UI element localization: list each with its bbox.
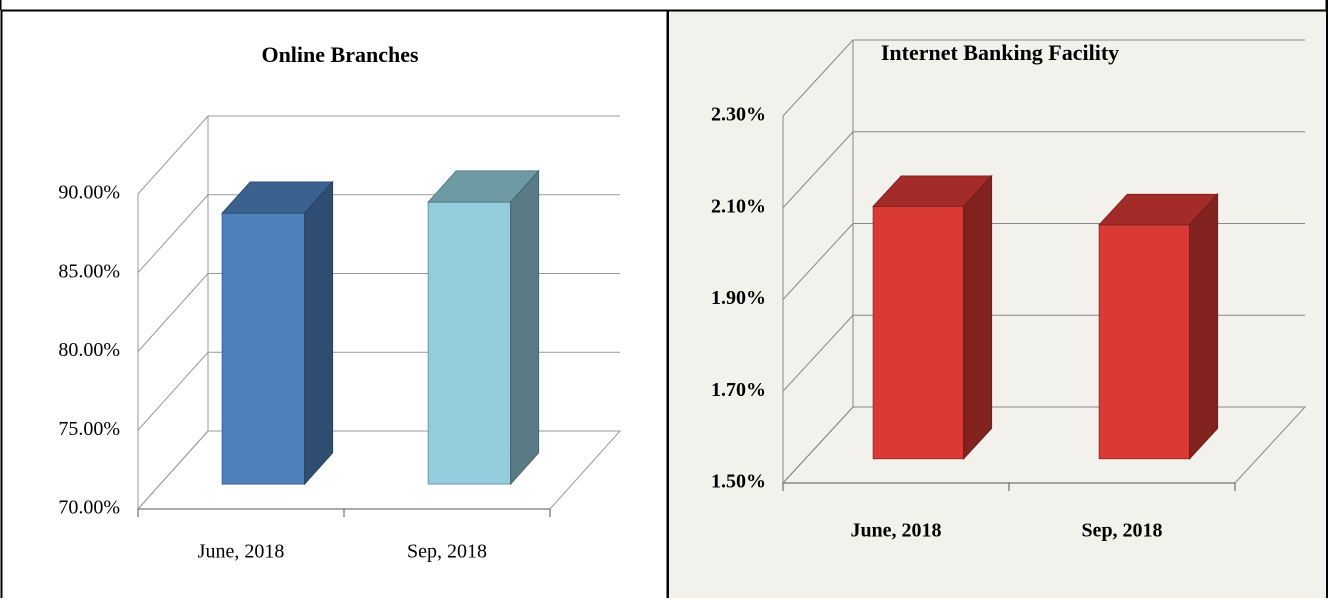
grid-line [137, 351, 209, 431]
chart-title: Internet Banking Facility [881, 40, 1119, 65]
y-tick-label: 90.00% [58, 182, 120, 204]
grid-line [137, 115, 209, 195]
bar-side [304, 180, 334, 486]
grid-line [782, 131, 854, 209]
x-tick-label: Sep, 2018 [1081, 520, 1162, 542]
chart-title: Online Branches [261, 42, 419, 67]
panel-background [668, 10, 1327, 598]
y-tick-label: 85.00% [58, 260, 120, 282]
grid-line [782, 223, 854, 300]
grid-line [782, 39, 854, 117]
grid-line [137, 194, 209, 274]
bar [427, 201, 512, 485]
bar [1098, 224, 1191, 460]
grid-line [137, 273, 209, 352]
y-tick-label: 75.00% [58, 418, 120, 440]
y-tick-label: 2.30% [711, 104, 766, 126]
grid-line [782, 406, 854, 484]
y-tick-label: 1.50% [711, 471, 766, 493]
bar-side [963, 174, 993, 460]
grid-line [137, 430, 209, 510]
y-tick-label: 80.00% [58, 339, 120, 361]
floor [136, 430, 622, 510]
y-tick-label: 70.00% [58, 497, 120, 519]
y-tick-label: 2.10% [711, 195, 766, 217]
bar-side [1189, 193, 1219, 460]
y-tick-label: 1.90% [711, 287, 766, 309]
x-tick-label: June, 2018 [198, 541, 285, 563]
grid-line [782, 314, 854, 392]
bar [872, 205, 965, 460]
bar-side [510, 169, 540, 486]
bar [221, 212, 306, 485]
y-tick-label: 1.70% [711, 379, 766, 401]
x-tick-label: June, 2018 [850, 520, 941, 542]
x-tick-label: Sep, 2018 [407, 541, 487, 563]
